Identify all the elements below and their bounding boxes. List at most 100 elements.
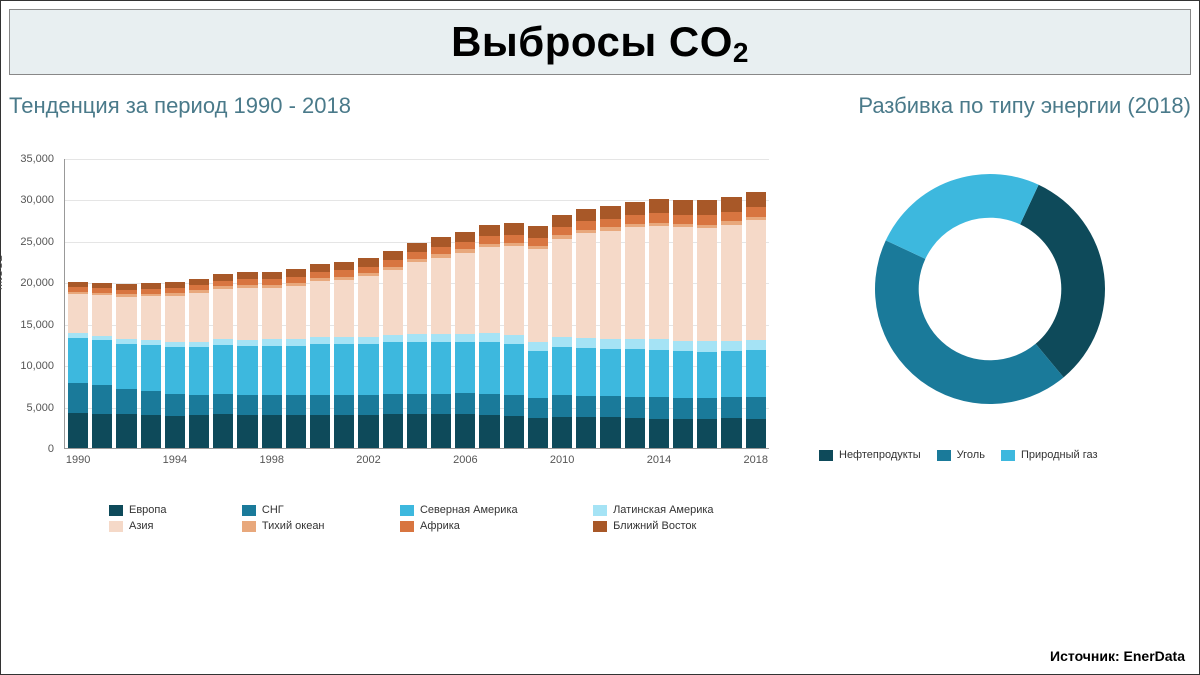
bar-segment-mideast (407, 243, 427, 252)
legend-item-pacific: Тихий океан (242, 520, 380, 532)
bar-segment-namerica (649, 350, 669, 398)
bar-segment-cis (721, 397, 741, 418)
bar-segment-latam (625, 339, 645, 349)
donut-chart (789, 159, 1191, 419)
bar-segment-namerica (165, 347, 185, 394)
bar-segment-europe (116, 414, 136, 448)
bar-segment-africa (407, 252, 427, 259)
grid-line (65, 159, 769, 160)
title-bar: Выбросы CO2 (9, 9, 1191, 75)
bar-segment-europe (673, 419, 693, 448)
bar (721, 197, 741, 448)
bar: 1990 (68, 282, 88, 448)
bar: 2014 (649, 199, 669, 448)
x-tick: 2014 (647, 454, 671, 466)
bar-segment-cis (407, 394, 427, 415)
bar-segment-europe (431, 414, 451, 448)
y-tick: 0 (48, 443, 54, 455)
bar (213, 274, 233, 448)
y-tick: 25,000 (20, 236, 54, 248)
bar-segment-cis (165, 394, 185, 416)
bar-segment-cis (673, 398, 693, 419)
bar-segment-latam (310, 337, 330, 344)
bar-segment-europe (165, 416, 185, 448)
bar-segment-cis (746, 397, 766, 419)
bar (116, 284, 136, 448)
bar-segment-latam (358, 337, 378, 344)
bar-segment-asia (213, 289, 233, 340)
x-tick: 2018 (744, 454, 768, 466)
bar (576, 209, 596, 448)
bar (625, 202, 645, 448)
y-tick: 35,000 (20, 153, 54, 165)
legend-label: Северная Америка (420, 504, 518, 516)
bar-segment-namerica (721, 351, 741, 397)
bar-segment-asia (504, 246, 524, 335)
donut-slice-gas (886, 174, 1039, 259)
legend-label: Ближний Восток (613, 520, 696, 532)
bar-segment-latam (552, 337, 572, 346)
bar-segment-europe (334, 415, 354, 448)
legend-swatch (819, 450, 833, 461)
donut-legend-item-oil: Нефтепродукты (819, 449, 921, 461)
bar-segment-cis (237, 395, 257, 414)
bar-segment-namerica (600, 349, 620, 395)
bar-segment-namerica (407, 342, 427, 394)
bar-segment-mideast (504, 223, 524, 234)
legend-swatch (593, 521, 607, 532)
legend-label: Уголь (957, 449, 985, 461)
bar-segment-europe (262, 415, 282, 448)
bar (673, 200, 693, 448)
bar-segment-namerica (383, 342, 403, 393)
bar (310, 264, 330, 448)
bar-segment-cis (528, 398, 548, 418)
bar: 2018 (746, 192, 766, 448)
bar-segment-asia (141, 296, 161, 340)
bar-chart: MtCO2 05,00010,00015,00020,00025,00030,0… (9, 159, 769, 479)
legend-swatch (242, 505, 256, 516)
bar-segment-cis (431, 394, 451, 415)
bar-segment-asia (407, 262, 427, 334)
bar-segment-europe (286, 415, 306, 448)
bar (479, 225, 499, 448)
bar-segment-asia (721, 225, 741, 341)
bar-segment-namerica (68, 338, 88, 383)
bar-segment-europe (697, 419, 717, 448)
bar-segment-namerica (504, 344, 524, 395)
bar (92, 283, 112, 448)
bar-segment-namerica (576, 348, 596, 396)
legend-swatch (400, 505, 414, 516)
bar-segment-mideast (431, 237, 451, 247)
bar-segment-europe (528, 418, 548, 448)
bar-segment-mideast (213, 274, 233, 281)
bar-segment-latam (746, 340, 766, 350)
bar-segment-namerica (746, 350, 766, 397)
bar-segment-asia (576, 233, 596, 338)
legend-swatch (242, 521, 256, 532)
legend-label: Нефтепродукты (839, 449, 921, 461)
bar-segment-namerica (213, 345, 233, 394)
bar-segment-asia (286, 286, 306, 339)
donut-legend: НефтепродуктыУгольПриродный газ (789, 449, 1191, 461)
bar-segment-asia (455, 253, 475, 334)
bar-segment-namerica (116, 344, 136, 389)
bar-segment-cis (310, 395, 330, 415)
legend-label: Латинская Америка (613, 504, 714, 516)
bar-segment-cis (576, 396, 596, 418)
bar-segment-namerica (625, 349, 645, 396)
bar-segment-asia (431, 258, 451, 334)
bar-segment-namerica (455, 342, 475, 393)
y-tick: 30,000 (20, 194, 54, 206)
bar-segment-europe (576, 417, 596, 448)
bar-segment-africa (673, 215, 693, 224)
donut-legend-item-coal: Уголь (937, 449, 985, 461)
legend-swatch (937, 450, 951, 461)
bar-segment-latam (431, 334, 451, 342)
bar-segment-mideast (697, 200, 717, 215)
bar-segment-cis (479, 394, 499, 415)
bar-segment-africa (625, 215, 645, 224)
bar (141, 283, 161, 448)
bar-segment-cis (116, 389, 136, 415)
bar-segment-africa (600, 219, 620, 228)
legend-item-cis: СНГ (242, 504, 380, 516)
